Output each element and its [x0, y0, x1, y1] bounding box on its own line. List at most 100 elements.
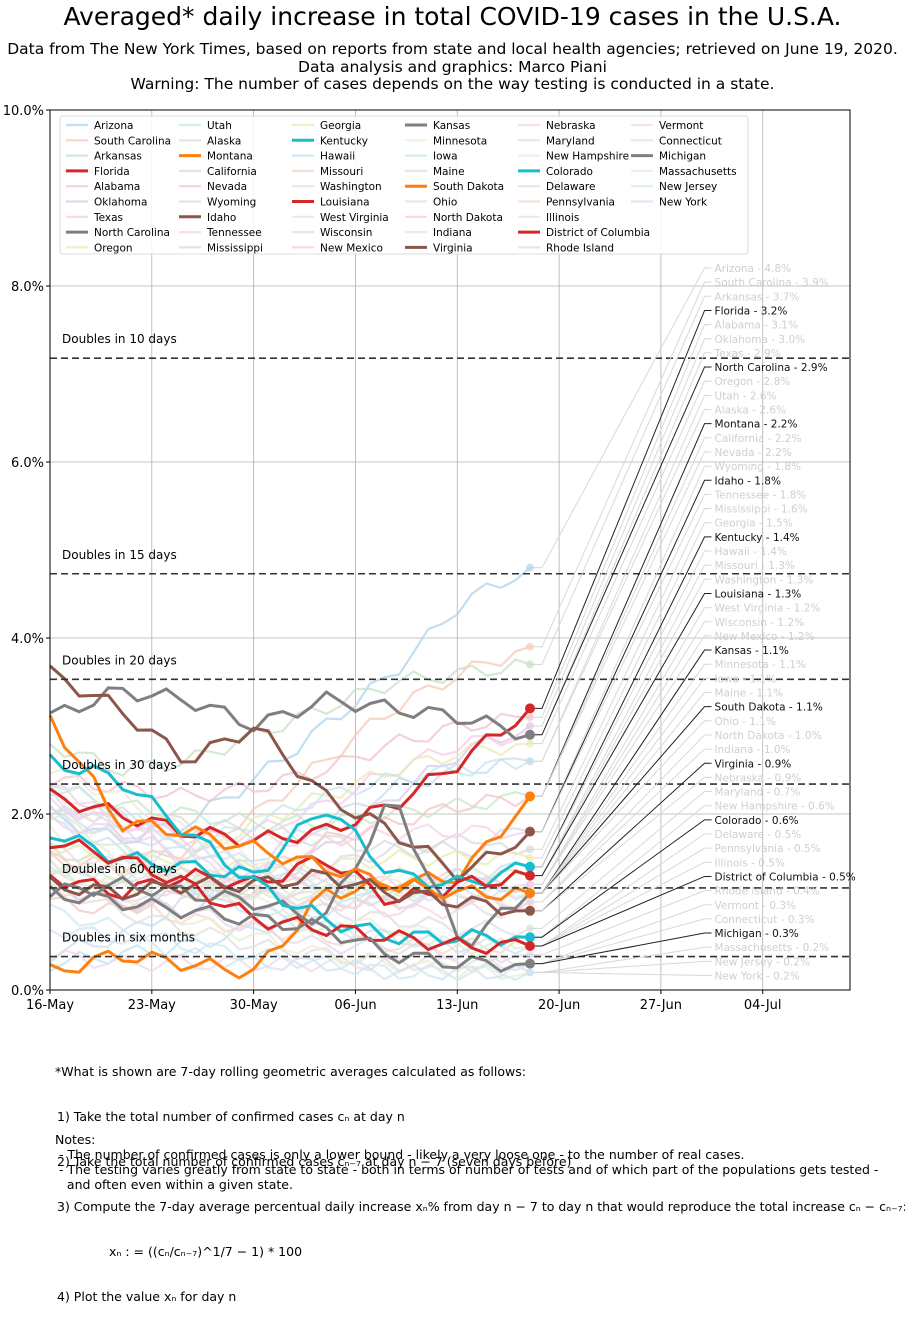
footnote-step-1: 1) Take the total number of confirmed ca…: [57, 1109, 405, 1124]
legend-label-maryland: Maryland: [546, 135, 595, 147]
series-end-label-wisconsin: Wisconsin - 1.2%: [715, 617, 805, 629]
series-endpoint-mississippi: [526, 845, 534, 854]
legend-label-illinois: Illinois: [546, 212, 579, 224]
series-end-label-kentucky: Kentucky - 1.4%: [715, 532, 800, 544]
legend-label-west-virginia: West Virginia: [320, 212, 389, 224]
chart-subtitle-source: Data from The New York Times, based on r…: [7, 40, 898, 58]
series-end-label-mississippi: Mississippi - 1.6%: [715, 504, 808, 516]
series-end-label-north-carolina: North Carolina - 2.9%: [715, 362, 828, 374]
doubling-label: Doubles in 15 days: [62, 548, 177, 562]
legend-label-vermont: Vermont: [659, 120, 703, 132]
connector-maryland: [530, 791, 712, 929]
legend-label-district-of-columbia: District of Columbia: [546, 227, 650, 239]
connector-delaware: [530, 833, 712, 947]
series-end-label-michigan: Michigan - 0.3%: [715, 928, 799, 940]
series-endpoint-florida: [525, 703, 535, 714]
series-endpoint-virginia: [525, 905, 535, 916]
covid-line-chart: Doubles in 10 days Doubles in 15 days Doub…: [3, 104, 856, 1013]
series-end-label-alabama: Alabama - 3.1%: [715, 320, 798, 332]
series-end-label-kansas: Kansas - 1.1%: [715, 645, 789, 657]
series-end-label-nevada: Nevada - 2.2%: [715, 447, 792, 459]
legend-label-florida: Florida: [94, 166, 130, 178]
series-endpoint-oregon: [526, 739, 534, 748]
notes: Notes: - The number of confirmed cases i…: [55, 1132, 878, 1192]
legend-label-wisconsin: Wisconsin: [320, 227, 372, 239]
connector-georgia: [530, 522, 712, 859]
legend-label-montana: Montana: [207, 151, 253, 163]
connector-michigan: [530, 932, 712, 965]
series-end-label-virginia: Virginia - 0.9%: [715, 758, 792, 770]
series-endpoint-idaho: [525, 826, 535, 837]
connector-nebraska: [530, 776, 712, 912]
connector-oklahoma: [530, 338, 712, 727]
series-endpoint-montana: [525, 791, 535, 802]
legend-label-rhode-island: Rhode Island: [546, 242, 614, 254]
y-tick-label: 4.0%: [11, 632, 44, 647]
series-line-north-carolina: [49, 686, 531, 741]
x-tick-label: 13-Jun: [436, 998, 478, 1013]
series-line-oregon: [49, 742, 531, 876]
series-end-label-arkansas: Arkansas - 3.7%: [715, 291, 800, 303]
series-line-kentucky: [49, 813, 531, 889]
series-end-label-maryland: Maryland - 0.7%: [715, 787, 801, 799]
series-line-tennessee: [49, 796, 531, 848]
legend-label-north-dakota: North Dakota: [433, 212, 503, 224]
legend-label-wyoming: Wyoming: [207, 197, 256, 209]
series-endpoint-indiana: [526, 898, 534, 906]
series-end-label-connecticut: Connecticut - 0.3%: [715, 914, 815, 926]
legend-label-new-jersey: New Jersey: [659, 181, 717, 193]
legend-label-pennsylvania: Pennsylvania: [546, 197, 615, 209]
series-endpoint-colorado: [525, 932, 535, 943]
series-end-label-idaho: Idaho - 1.8%: [715, 475, 781, 487]
legend-label-new-hampshire: New Hampshire: [546, 151, 629, 163]
connector-alaska: [530, 409, 712, 762]
series-endpoint-alabama: [526, 713, 534, 722]
series-endpoint-north-carolina: [525, 729, 535, 740]
legend-label-georgia: Georgia: [320, 120, 361, 132]
series-line-new-york: [49, 926, 531, 981]
connector-wyoming: [530, 465, 712, 833]
doubling-label: Doubles in 20 days: [62, 653, 177, 667]
series-endpoint-maryland: [526, 924, 534, 933]
series-end-label-tennessee: Tennessee - 1.8%: [714, 489, 807, 501]
plot-frame: [49, 109, 851, 991]
series-line-texas: [49, 733, 531, 849]
notes-heading: Notes:: [55, 1132, 96, 1147]
series-end-label-new-york: New York - 0.2%: [715, 971, 800, 983]
legend-label-arizona: Arizona: [94, 120, 133, 132]
legend-label-idaho: Idaho: [207, 212, 236, 224]
series-end-label-ohio: Ohio - 1.1%: [715, 716, 776, 728]
series-line-florida: [49, 707, 532, 848]
legend-label-missouri: Missouri: [320, 166, 363, 178]
x-tick-label: 06-Jun: [334, 998, 376, 1013]
connector-new-jersey: [530, 960, 712, 973]
legend-label-ohio: Ohio: [433, 197, 457, 209]
legend-label-tennessee: Tennessee: [206, 227, 262, 239]
legend-label-colorado: Colorado: [546, 166, 593, 178]
series-line-district-of-columbia: [49, 838, 531, 956]
legend-label-washington: Washington: [320, 181, 382, 193]
series-end-label-illinois: Illinois - 0.5%: [715, 857, 785, 869]
legend-label-nebraska: Nebraska: [546, 120, 596, 132]
legend-label-minnesota: Minnesota: [433, 135, 487, 147]
series-endpoint-louisiana: [525, 870, 535, 881]
doubling-label: Doubles in six months: [62, 931, 195, 945]
series-end-label-iowa: Iowa - 1.1%: [715, 673, 777, 685]
series-endpoint-new-mexico: [526, 880, 534, 889]
connector-hawaii: [530, 550, 712, 868]
series-end-label-north-dakota: North Dakota - 1.0%: [715, 730, 822, 742]
connector-maine: [530, 692, 712, 894]
legend-label-louisiana: Louisiana: [320, 197, 370, 209]
doubling-label: Doubles in 60 days: [62, 862, 177, 876]
legend-label-kentucky: Kentucky: [320, 135, 368, 147]
series-end-label-rhode-island: Rhode Island - 0.4%: [715, 886, 820, 898]
connector-florida: [530, 309, 712, 709]
series-end-label-california: California - 2.2%: [715, 433, 802, 445]
series-end-label-utah: Utah - 2.6%: [715, 390, 777, 402]
legend-label-south-dakota: South Dakota: [433, 181, 504, 193]
legend-label-alabama: Alabama: [94, 181, 140, 193]
legend-label-mississippi: Mississippi: [207, 242, 263, 254]
series-end-label-hawaii: Hawaii - 1.4%: [715, 546, 787, 558]
connector-new-mexico: [530, 635, 712, 885]
note-3: and often even within a given state.: [55, 1177, 293, 1192]
